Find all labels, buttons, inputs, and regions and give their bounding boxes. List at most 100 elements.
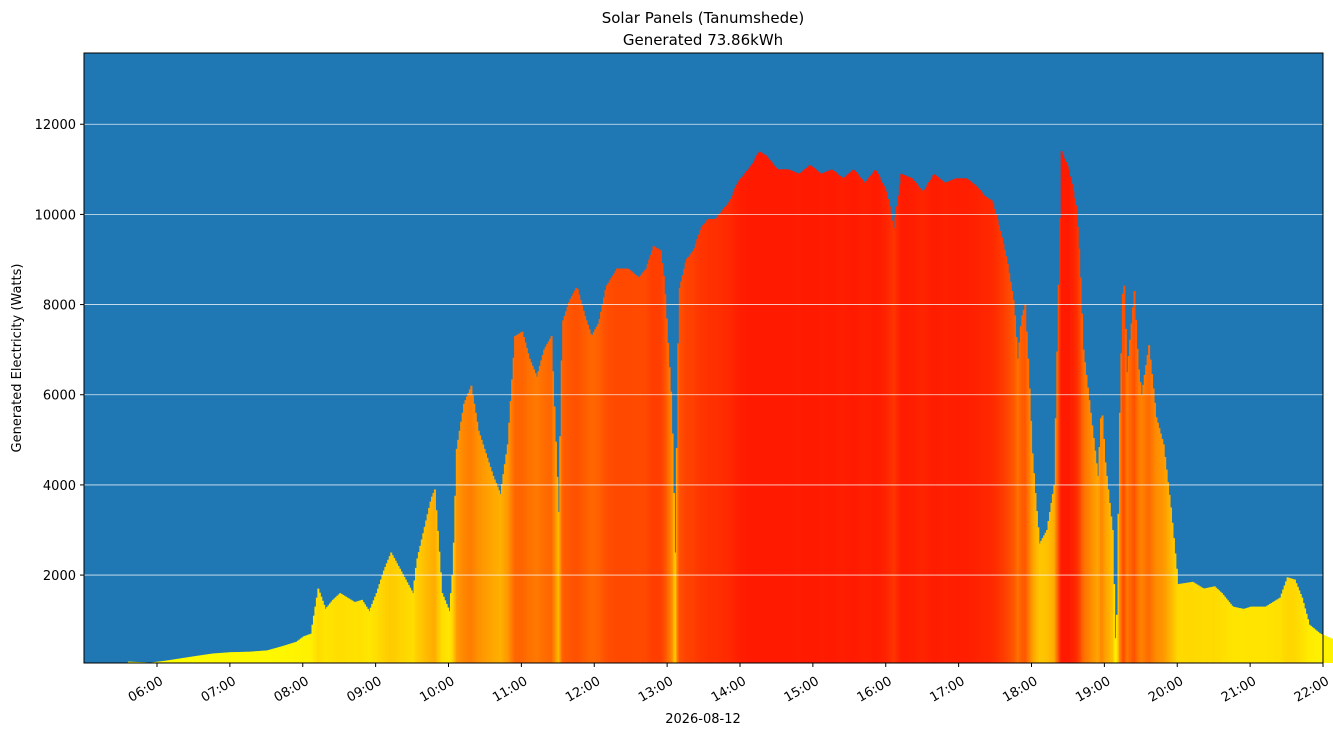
generation-bar — [1159, 433, 1162, 663]
generation-bar — [929, 179, 932, 663]
generation-bar — [1056, 351, 1059, 663]
generation-bar — [1083, 362, 1087, 663]
generation-bar — [312, 615, 316, 663]
generation-bar — [206, 654, 209, 663]
generation-bar — [449, 593, 453, 663]
generation-bar — [740, 178, 743, 663]
generation-bar — [820, 173, 823, 663]
generation-bar — [563, 315, 566, 663]
generation-bar — [941, 180, 944, 663]
generation-bar — [422, 533, 425, 663]
generation-bar — [1027, 358, 1030, 663]
generation-bar — [473, 403, 476, 663]
generation-bar — [1327, 637, 1330, 663]
generation-bar — [1184, 582, 1187, 663]
generation-bar — [954, 178, 957, 663]
generation-bar — [328, 603, 332, 663]
generation-bar — [882, 185, 885, 663]
generation-bar — [1009, 282, 1012, 663]
generation-bar — [550, 336, 553, 663]
generation-bar — [942, 181, 945, 663]
generation-bar — [196, 655, 199, 663]
generation-bar — [1101, 415, 1104, 663]
generation-bar — [758, 151, 762, 664]
generation-bar — [611, 275, 614, 663]
generation-bar — [375, 593, 378, 663]
generation-bar — [859, 177, 862, 663]
generation-bar — [547, 341, 550, 663]
generation-bar — [777, 169, 780, 663]
generation-bar — [1146, 355, 1149, 663]
generation-bar — [846, 174, 849, 664]
generation-bar — [760, 152, 763, 663]
generation-bar — [264, 650, 267, 663]
generation-bar — [1062, 154, 1065, 663]
generation-bar — [352, 601, 355, 663]
generation-bar — [1156, 422, 1159, 663]
generation-bar — [774, 167, 778, 663]
generation-bar — [1044, 532, 1047, 663]
generation-bar — [748, 167, 751, 663]
generation-bar — [946, 181, 950, 663]
generation-bar — [671, 433, 674, 663]
generation-bar — [417, 552, 420, 663]
generation-bar — [334, 597, 337, 663]
generation-bar — [565, 311, 568, 663]
generation-bar — [1060, 151, 1063, 664]
generation-bar — [130, 661, 133, 663]
generation-bar — [205, 654, 208, 663]
generation-bar — [788, 169, 791, 663]
generation-bar — [1172, 538, 1175, 663]
generation-bar — [347, 598, 350, 663]
generation-bar — [1073, 198, 1076, 664]
generation-bar — [1021, 315, 1024, 663]
generation-bar — [1054, 418, 1057, 663]
y-tick-label: 8000 — [43, 299, 76, 314]
generation-bar — [785, 169, 788, 663]
generation-bar — [844, 175, 847, 663]
generation-bar — [224, 652, 227, 663]
generation-bar — [235, 652, 238, 663]
generation-bar — [394, 560, 397, 663]
generation-bar — [824, 172, 827, 663]
generation-bar — [359, 600, 362, 663]
generation-bar — [1330, 638, 1333, 663]
generation-bar — [483, 448, 486, 663]
generation-bar — [384, 566, 387, 663]
generation-bar — [339, 593, 342, 663]
generation-bar — [1097, 475, 1100, 663]
generation-bar — [745, 171, 748, 663]
generation-bar — [219, 652, 222, 663]
generation-bar — [608, 280, 611, 663]
generation-bar — [866, 179, 869, 664]
generation-bar — [168, 660, 171, 663]
generation-bar — [1258, 606, 1261, 663]
generation-bar — [1204, 588, 1207, 663]
generation-bar — [833, 171, 836, 663]
generation-bar — [756, 155, 759, 663]
generation-bar — [1169, 507, 1173, 663]
generation-bar — [840, 177, 843, 663]
generation-bar — [965, 178, 968, 663]
generation-bar — [454, 495, 457, 663]
generation-bar — [1276, 599, 1279, 663]
generation-bar — [1070, 183, 1073, 663]
generation-bar — [1130, 323, 1133, 663]
generation-bar — [917, 186, 920, 663]
generation-bar — [474, 412, 477, 663]
generation-bar — [409, 587, 412, 663]
generation-bar — [218, 653, 221, 663]
generation-bar — [480, 439, 483, 663]
generation-bar — [831, 169, 834, 664]
generation-bar — [165, 660, 168, 663]
generation-bar — [1292, 579, 1295, 663]
generation-bar — [926, 184, 929, 663]
generation-bar — [773, 165, 776, 663]
generation-bar — [369, 607, 372, 663]
generation-bar — [371, 603, 374, 663]
generation-bar — [842, 178, 845, 663]
generation-bar — [193, 656, 196, 663]
generation-bar — [331, 599, 334, 663]
generation-bar — [276, 647, 279, 663]
generation-bar — [420, 539, 423, 663]
